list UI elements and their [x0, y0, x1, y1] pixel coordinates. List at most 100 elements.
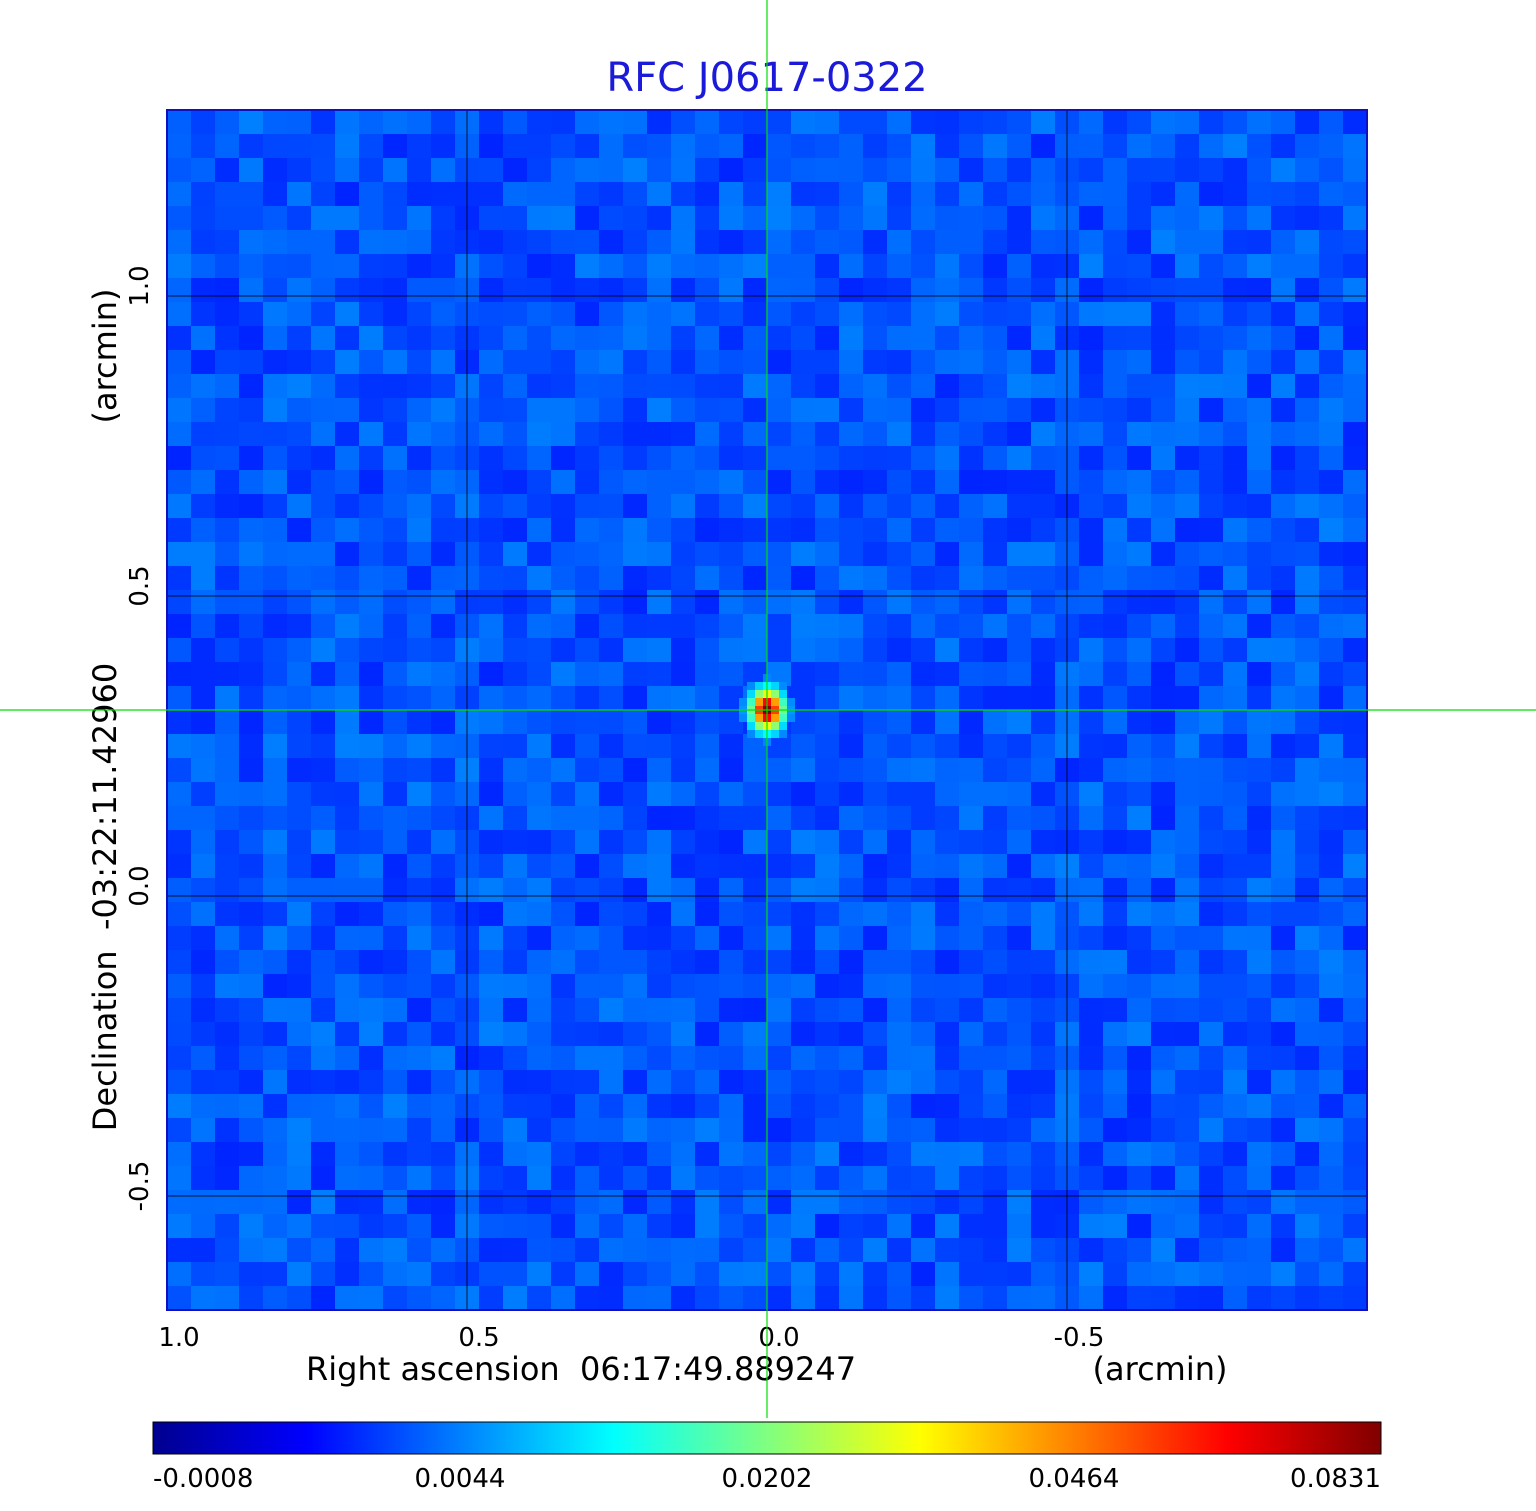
noise-cell: [1175, 326, 1199, 350]
noise-cell: [1271, 686, 1295, 710]
noise-cell: [863, 158, 887, 182]
noise-cell: [791, 590, 815, 614]
noise-cell: [479, 1046, 503, 1070]
noise-cell: [551, 638, 575, 662]
noise-cell: [191, 806, 215, 830]
noise-cell: [1199, 950, 1223, 974]
noise-cell: [359, 110, 383, 134]
noise-cell: [983, 1094, 1007, 1118]
noise-cell: [551, 854, 575, 878]
noise-cell: [215, 470, 239, 494]
noise-cell: [575, 1214, 599, 1238]
noise-cell: [575, 638, 599, 662]
noise-cell: [1007, 446, 1031, 470]
noise-cell: [359, 830, 383, 854]
noise-cell: [575, 158, 599, 182]
noise-cell: [1271, 1190, 1295, 1214]
noise-cell: [575, 302, 599, 326]
noise-cell: [167, 230, 191, 254]
noise-cell: [935, 134, 959, 158]
noise-cell: [431, 470, 455, 494]
noise-cell: [503, 734, 527, 758]
noise-cell: [1031, 1094, 1055, 1118]
noise-cell: [935, 1166, 959, 1190]
noise-cell: [1343, 734, 1367, 758]
noise-cell: [647, 542, 671, 566]
noise-cell: [1319, 854, 1343, 878]
noise-cell: [1175, 398, 1199, 422]
x-tick-label: -0.5: [1054, 1323, 1105, 1353]
noise-cell: [215, 686, 239, 710]
noise-cell: [1343, 1286, 1367, 1310]
noise-cell: [191, 1238, 215, 1262]
noise-cell: [239, 374, 263, 398]
noise-cell: [1175, 1118, 1199, 1142]
noise-cell: [1031, 230, 1055, 254]
noise-cell: [239, 758, 263, 782]
noise-cell: [1319, 1214, 1343, 1238]
noise-cell: [503, 398, 527, 422]
noise-cell: [431, 1262, 455, 1286]
noise-cell: [671, 1070, 695, 1094]
noise-cell: [503, 1070, 527, 1094]
noise-cell: [983, 998, 1007, 1022]
noise-cell: [1127, 758, 1151, 782]
noise-cell: [1319, 806, 1343, 830]
noise-cell: [1103, 950, 1127, 974]
noise-cell: [623, 662, 647, 686]
noise-cell: [1223, 182, 1247, 206]
noise-cell: [311, 1238, 335, 1262]
noise-cell: [311, 206, 335, 230]
noise-cell: [287, 494, 311, 518]
noise-cell: [1199, 926, 1223, 950]
noise-cell: [311, 518, 335, 542]
noise-cell: [911, 806, 935, 830]
noise-cell: [167, 974, 191, 998]
noise-cell: [647, 1070, 671, 1094]
noise-cell: [1127, 590, 1151, 614]
noise-cell: [815, 614, 839, 638]
noise-cell: [359, 974, 383, 998]
noise-cell: [647, 638, 671, 662]
noise-cell: [1007, 950, 1031, 974]
noise-cell: [503, 926, 527, 950]
noise-cell: [1247, 494, 1271, 518]
noise-cell: [743, 854, 767, 878]
noise-cell: [959, 1142, 983, 1166]
noise-cell: [479, 446, 503, 470]
source-pixel: [779, 682, 787, 690]
noise-cell: [1079, 254, 1103, 278]
noise-cell: [1223, 782, 1247, 806]
noise-cell: [575, 782, 599, 806]
noise-cell: [863, 686, 887, 710]
noise-cell: [791, 518, 815, 542]
noise-cell: [815, 998, 839, 1022]
x-tick-label: 0.5: [458, 1323, 499, 1353]
noise-cell: [1223, 158, 1247, 182]
noise-cell: [1151, 662, 1175, 686]
noise-cell: [695, 1022, 719, 1046]
noise-cell: [1103, 542, 1127, 566]
noise-cell: [1151, 1262, 1175, 1286]
noise-cell: [191, 1262, 215, 1286]
noise-cell: [551, 446, 575, 470]
noise-cell: [263, 1238, 287, 1262]
noise-cell: [167, 110, 191, 134]
noise-cell: [623, 302, 647, 326]
noise-cell: [935, 278, 959, 302]
noise-cell: [791, 1262, 815, 1286]
noise-cell: [911, 278, 935, 302]
noise-cell: [1127, 422, 1151, 446]
noise-cell: [1343, 974, 1367, 998]
noise-cell: [815, 182, 839, 206]
x-axis-unit: (arcmin): [1093, 1350, 1228, 1388]
noise-cell: [935, 902, 959, 926]
source-pixel: [755, 730, 763, 738]
noise-cell: [815, 1046, 839, 1070]
noise-cell: [1151, 230, 1175, 254]
noise-cell: [1103, 110, 1127, 134]
y-tick-label: -0.5: [125, 1161, 155, 1212]
noise-cell: [1271, 878, 1295, 902]
noise-cell: [1247, 518, 1271, 542]
noise-cell: [911, 422, 935, 446]
